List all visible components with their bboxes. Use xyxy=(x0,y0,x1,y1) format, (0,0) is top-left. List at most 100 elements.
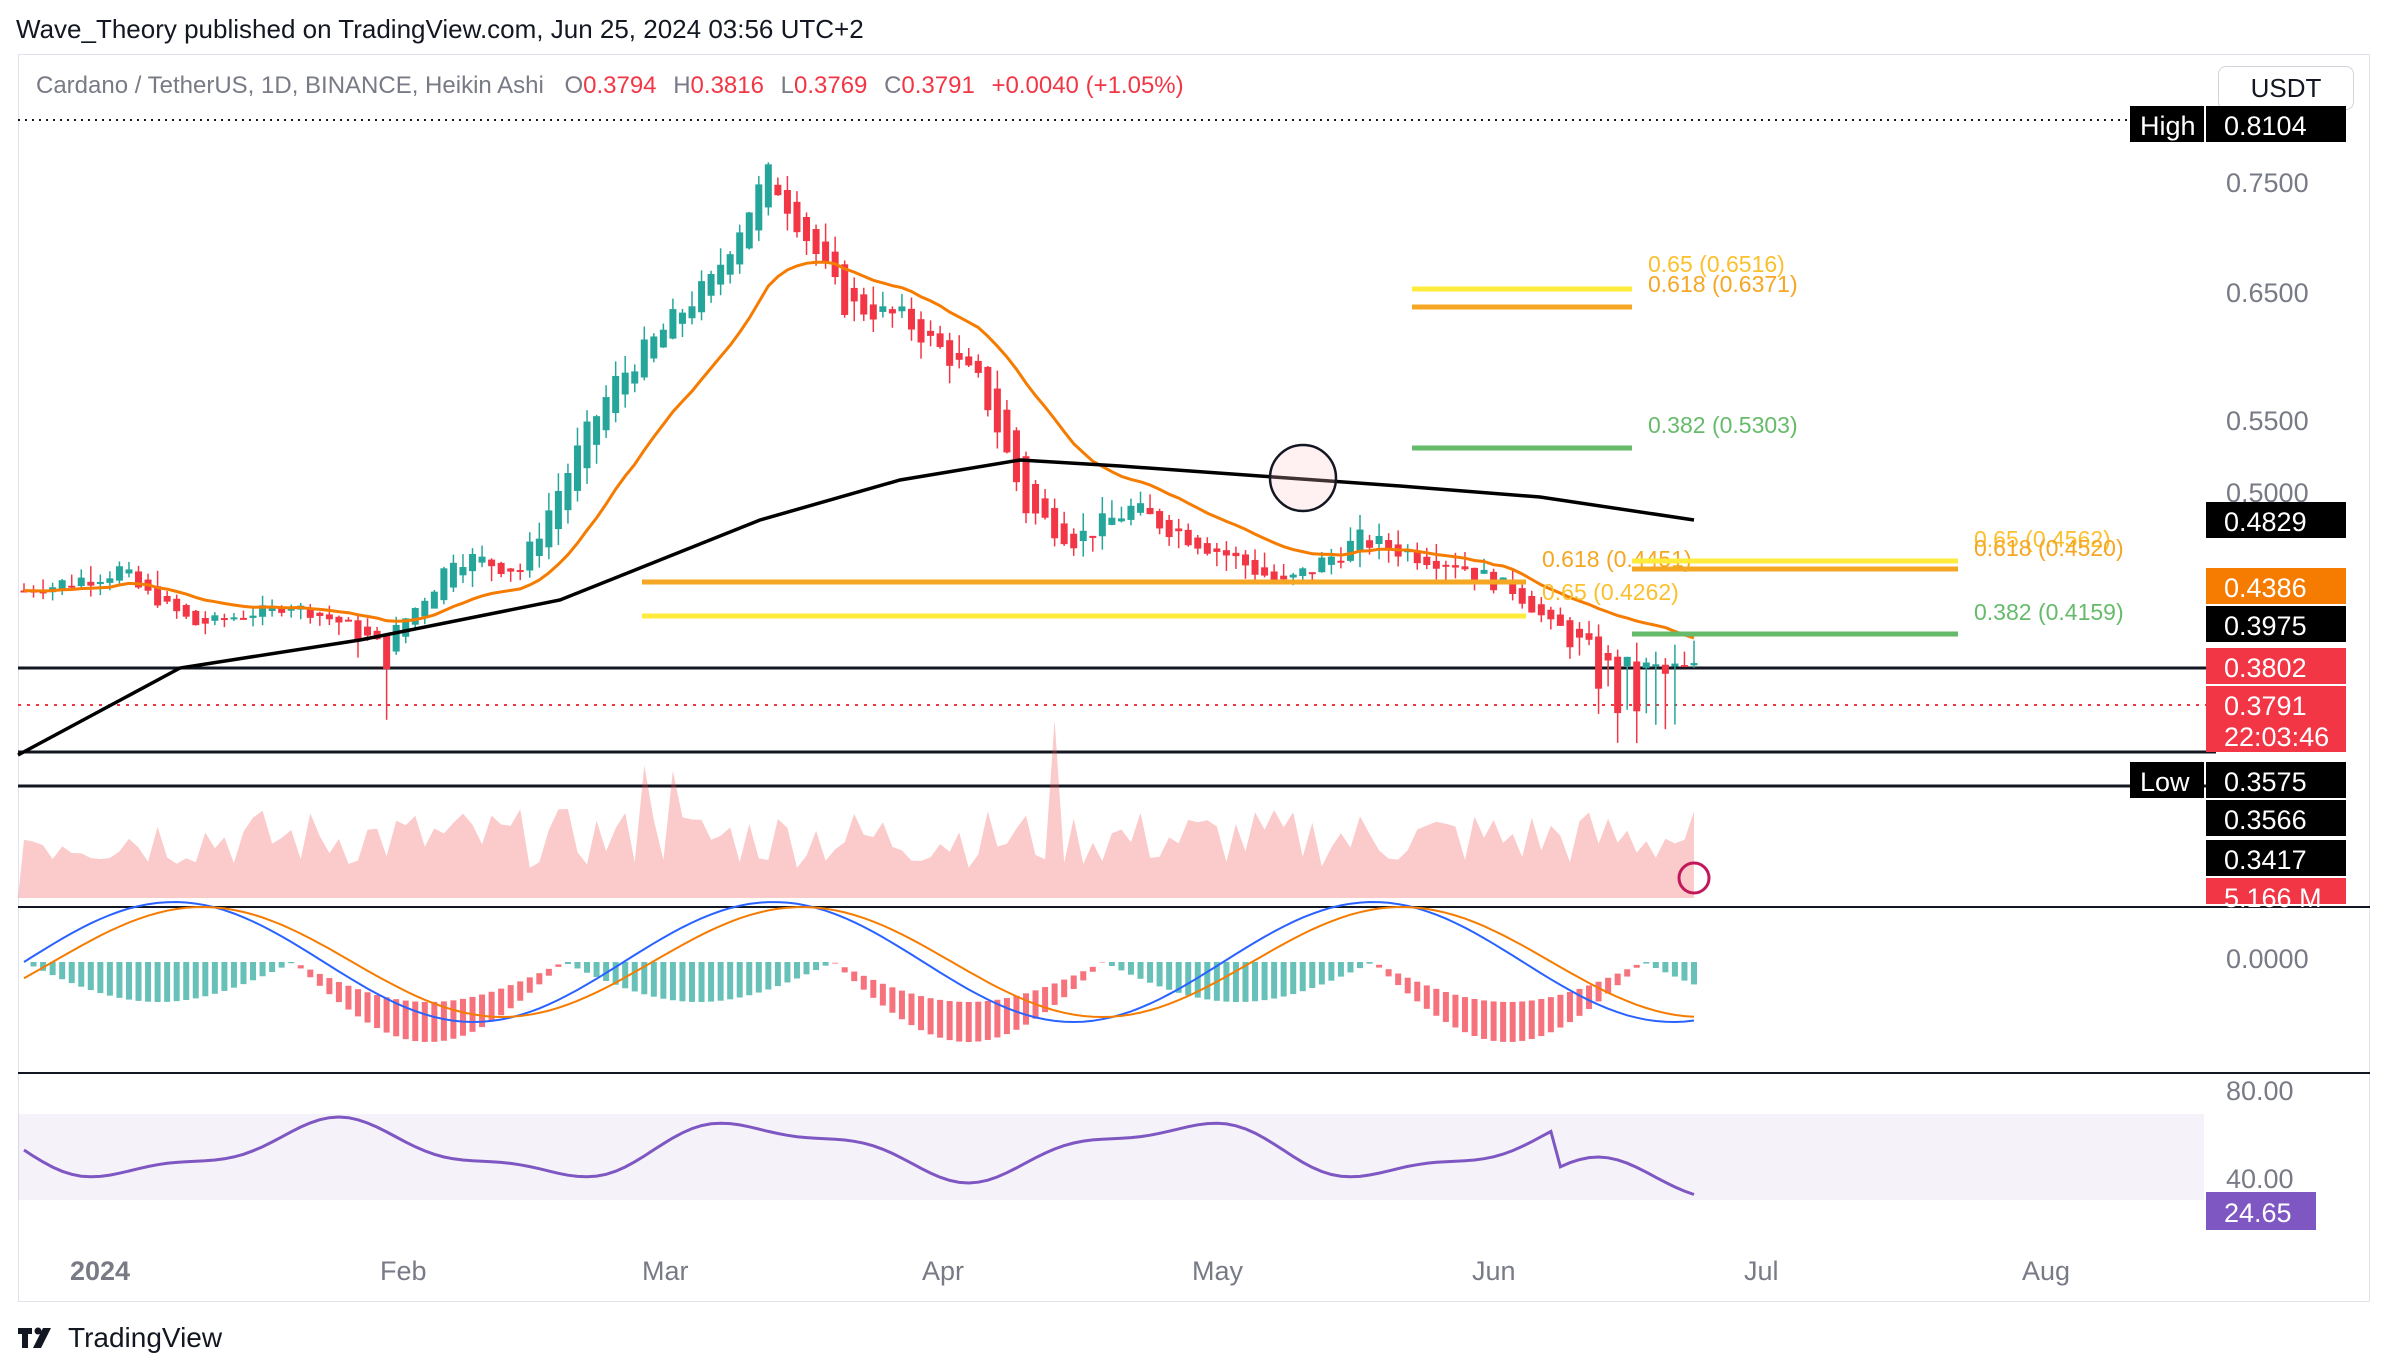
candle-body xyxy=(192,610,200,626)
macd-histogram-bar xyxy=(698,962,705,1002)
macd-histogram-bar xyxy=(755,962,762,993)
candle-body xyxy=(1528,595,1536,613)
candle-body xyxy=(1480,569,1488,574)
candle-body xyxy=(125,569,133,574)
candle-body xyxy=(507,568,515,572)
candle xyxy=(755,175,763,242)
macd-histogram-bar xyxy=(593,962,600,977)
candle xyxy=(1623,656,1631,710)
candle xyxy=(449,554,457,592)
candle-body xyxy=(1022,456,1030,514)
macd-histogram-bar xyxy=(221,962,228,991)
symbol-name[interactable]: Cardano / TetherUS, 1D, BINANCE, Heikin … xyxy=(36,72,544,99)
candle xyxy=(182,603,190,619)
candle-body xyxy=(449,562,457,588)
price-label-bg xyxy=(2206,648,2346,684)
fib-level-label: 0.618 (0.4520) xyxy=(1974,535,2124,561)
candle xyxy=(1308,572,1316,580)
rsi-value-badge xyxy=(2206,1192,2316,1230)
candle xyxy=(1003,400,1011,454)
macd-histogram-bar xyxy=(860,975,867,990)
candle xyxy=(1194,534,1202,555)
candle xyxy=(173,594,181,619)
macd-histogram-bar xyxy=(1013,995,1020,1030)
candle xyxy=(1461,551,1469,571)
macd-histogram-bar xyxy=(1633,964,1640,968)
macd-histogram-bar xyxy=(364,992,371,1023)
macd-histogram-bar xyxy=(1481,1000,1488,1039)
macd-histogram-bar xyxy=(68,962,75,984)
macd-histogram-bar xyxy=(1070,975,1077,989)
candle-body xyxy=(354,620,362,642)
macd-histogram-bar xyxy=(984,1000,991,1040)
macd-histogram-bar xyxy=(793,962,800,979)
candle-body xyxy=(1213,548,1221,552)
macd-histogram-bar xyxy=(660,962,667,999)
candle xyxy=(1137,491,1145,516)
candle-body xyxy=(1003,409,1011,453)
close-value: 0.3791 xyxy=(901,72,975,99)
price-label-badge: 0.3417 xyxy=(2206,840,2346,876)
macd-histogram-bar xyxy=(841,967,848,973)
candle-body xyxy=(1280,575,1288,580)
candle xyxy=(1604,645,1612,687)
candle xyxy=(1051,498,1059,547)
macd-histogram-bar xyxy=(1452,994,1459,1028)
candle-body xyxy=(1346,540,1354,561)
candle-body xyxy=(573,445,581,491)
candles-group xyxy=(20,162,1698,744)
macd-group xyxy=(23,900,1697,1042)
ema-50-line xyxy=(23,260,1695,640)
macd-histogram-bar xyxy=(250,962,257,981)
candle xyxy=(1337,547,1345,569)
candle xyxy=(58,578,66,596)
candle xyxy=(1547,606,1555,630)
price-label-value: 0.3791 xyxy=(2224,691,2307,721)
macd-histogram-bar xyxy=(1223,962,1230,1002)
candle xyxy=(1203,537,1211,556)
macd-histogram-bar xyxy=(1061,979,1068,998)
candle xyxy=(459,554,467,583)
macd-histogram-bar xyxy=(1681,962,1688,981)
macd-histogram-bar xyxy=(965,1001,972,1042)
candle xyxy=(974,354,982,378)
macd-histogram-bar xyxy=(154,962,161,1002)
candle-body xyxy=(1156,511,1164,529)
macd-histogram-bar xyxy=(125,962,132,1000)
candle xyxy=(1518,584,1526,609)
macd-histogram-bar xyxy=(307,969,314,978)
macd-histogram-bar xyxy=(1566,992,1573,1023)
macd-histogram-bar xyxy=(1003,998,1010,1035)
macd-histogram-bar xyxy=(1404,977,1411,994)
candle xyxy=(1127,498,1135,526)
candle-body xyxy=(1385,539,1393,549)
candle-body xyxy=(488,559,496,567)
macd-histogram-bar xyxy=(689,962,695,1002)
price-label-badge: 5.166 M xyxy=(2206,878,2346,913)
candle-body xyxy=(1175,528,1183,532)
candle-body xyxy=(87,581,95,586)
price-label-value: 0.8104 xyxy=(2224,111,2307,141)
candle xyxy=(1642,657,1650,714)
macd-histogram-bar xyxy=(937,999,944,1038)
price-label-bg xyxy=(2206,878,2346,904)
macd-histogram-bar xyxy=(1089,966,1096,972)
candle xyxy=(736,224,744,274)
publisher-line: Wave_Theory published on TradingView.com… xyxy=(16,14,864,44)
candle xyxy=(39,579,47,600)
y-axis-tick: 0.6500 xyxy=(2226,278,2309,308)
candle-body xyxy=(535,538,543,557)
tradingview-logo[interactable]: TradingView xyxy=(18,1322,222,1354)
macd-histogram-bar xyxy=(240,962,247,985)
rsi-tick-label: 40.00 xyxy=(2226,1164,2294,1194)
tradingview-logo-icon xyxy=(18,1327,51,1348)
candle-body xyxy=(77,577,85,587)
candle-body xyxy=(392,624,400,652)
alert-lightning-icon xyxy=(1677,861,1711,895)
candle xyxy=(1251,549,1259,583)
currency-button[interactable]: USDT xyxy=(2218,66,2354,110)
candle xyxy=(87,566,95,597)
candle-body xyxy=(1012,430,1020,483)
macd-histogram-bar xyxy=(822,962,829,966)
